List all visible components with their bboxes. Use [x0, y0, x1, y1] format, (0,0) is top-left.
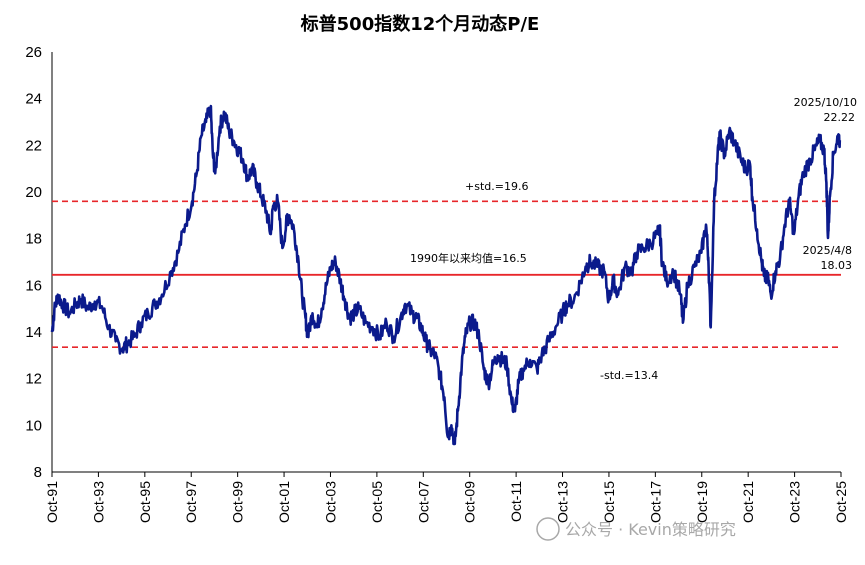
chart-title: 标普500指数12个月动态P/E [300, 13, 540, 35]
x-tick-label: Oct-19 [694, 481, 710, 523]
y-tick-label: 26 [25, 44, 42, 61]
annotation-latest-value: 22.22 [824, 111, 856, 124]
x-tick-label: Oct-13 [555, 481, 571, 523]
x-tick-label: Oct-93 [90, 481, 106, 523]
x-tick-label: Oct-97 [183, 481, 199, 523]
mean-label: 1990年以来均值=16.5 [410, 251, 527, 265]
y-tick-label: 10 [25, 417, 42, 434]
y-axis-ticks: 8 10 12 14 16 18 20 22 24 26 [25, 44, 42, 481]
x-tick-label: Oct-99 [230, 481, 246, 523]
annotation-latest-date: 2025/10/10 [794, 96, 857, 109]
x-tick-label: Oct-17 [647, 481, 663, 523]
upper-std-label: +std.=19.6 [465, 180, 528, 193]
watermark-text: 公众号 · Kevin策略研究 [565, 520, 736, 539]
lower-std-label: -std.=13.4 [600, 369, 658, 382]
y-tick-label: 20 [25, 184, 42, 201]
x-tick-label: Oct-21 [740, 481, 756, 523]
y-tick-label: 16 [25, 277, 42, 294]
x-axis-ticks: Oct-91 Oct-93 Oct-95 Oct-97 Oct-99 Oct-01 Oct-… [44, 472, 849, 523]
x-tick-label: Oct-15 [601, 481, 617, 523]
y-tick-label: 18 [25, 231, 42, 248]
x-tick-label: Oct-01 [276, 481, 292, 523]
y-tick-label: 22 [25, 137, 42, 154]
x-tick-label: Oct-09 [462, 481, 478, 523]
x-tick-label: Oct-07 [415, 481, 431, 523]
pe-series-line [50, 104, 842, 446]
y-tick-label: 14 [25, 324, 42, 341]
y-tick-label: 12 [25, 371, 42, 388]
annotation-apr-value: 18.03 [821, 259, 853, 272]
y-tick-label: 24 [25, 91, 42, 108]
x-tick-label: Oct-23 [787, 481, 803, 523]
x-tick-label: Oct-11 [508, 481, 524, 522]
wechat-icon [536, 517, 560, 541]
annotation-apr-date: 2025/4/8 [803, 244, 852, 257]
x-tick-label: Oct-05 [369, 481, 385, 523]
watermark: 公众号 · Kevin策略研究 [536, 517, 736, 541]
x-tick-label: Oct-25 [833, 481, 849, 523]
x-tick-label: Oct-95 [137, 481, 153, 523]
x-tick-label: Oct-91 [44, 481, 60, 523]
x-tick-label: Oct-03 [322, 481, 338, 523]
y-tick-label: 8 [34, 464, 42, 481]
